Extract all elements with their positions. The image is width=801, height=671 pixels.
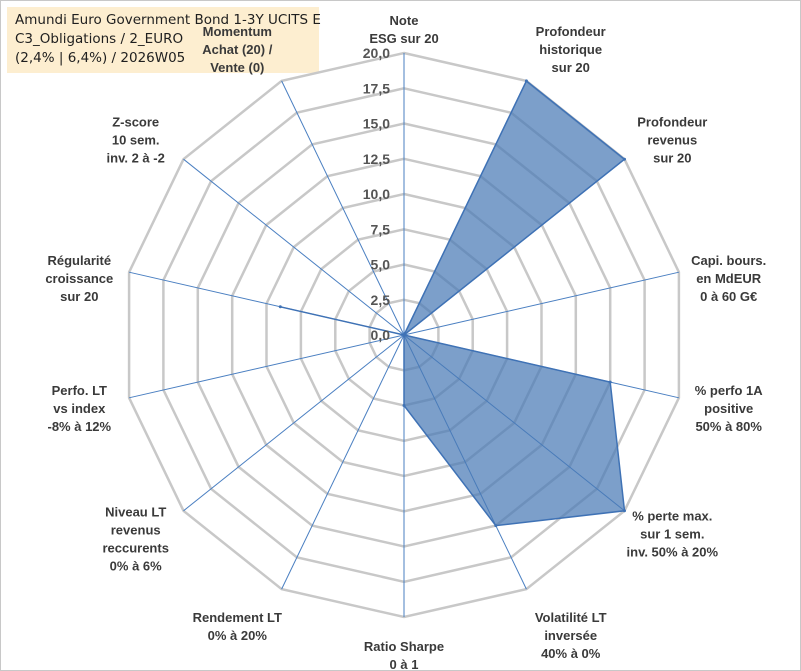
category-label: Profondeur — [536, 24, 606, 39]
category-label: 0% à 6% — [110, 559, 162, 574]
tick-label: 10,0 — [363, 186, 390, 202]
category-label: Rendement LT — [193, 610, 282, 625]
category-label: Capi. bours. — [691, 253, 766, 268]
category-label: croissance — [45, 271, 113, 286]
category-label: 10 sem. — [112, 132, 160, 147]
data-point — [278, 305, 282, 309]
category-label: 0% à 20% — [208, 628, 268, 643]
category-label: -8% à 12% — [48, 419, 112, 434]
tick-label: 12,5 — [363, 151, 390, 167]
category-label: en MdEUR — [696, 271, 762, 286]
category-label: Perfo. LT — [52, 383, 107, 398]
tick-label: 17,5 — [363, 80, 390, 96]
axis-spoke — [128, 334, 405, 399]
data-point — [402, 333, 406, 337]
category-label: Profondeur — [637, 114, 707, 129]
category-label: 40% à 0% — [541, 646, 601, 661]
tick-label: 0,0 — [371, 327, 391, 343]
category-label: % perte max. — [632, 508, 712, 523]
axis-spoke — [281, 80, 405, 336]
category-label: Vente (0) — [210, 60, 264, 75]
data-point — [524, 79, 528, 83]
tick-label: 15,0 — [363, 116, 390, 132]
category-label: Momentum — [203, 24, 272, 39]
category-label: % perfo 1A — [695, 383, 764, 398]
category-label: sur 20 — [60, 289, 98, 304]
category-label: sur 1 sem. — [640, 526, 704, 541]
category-label: Note — [390, 13, 419, 28]
category-label: 50% à 80% — [695, 419, 762, 434]
category-label: inv. 50% à 20% — [627, 544, 719, 559]
category-label: positive — [704, 401, 753, 416]
category-label: Z-score — [112, 114, 159, 129]
axis-spoke — [281, 334, 405, 590]
fund-stats: (2,4% | 6,4%) / 2026W05 — [15, 50, 186, 66]
tick-label: 5,0 — [371, 257, 391, 273]
category-label: sur 20 — [552, 60, 590, 75]
axis-spoke — [183, 158, 405, 336]
chart-title-box: Amundi Euro Government Bond 1-3Y UCITS E… — [7, 7, 321, 73]
category-label: revenus — [111, 523, 161, 538]
tick-label: 2,5 — [371, 292, 391, 308]
tick-label: 20,0 — [363, 45, 390, 61]
data-point — [623, 509, 626, 513]
category-label: ESG sur 20 — [369, 31, 438, 46]
category-label: Achat (20) / — [202, 42, 272, 57]
category-label: Régularité — [48, 253, 112, 268]
data-point — [494, 524, 498, 528]
category-label: Ratio Sharpe — [364, 639, 444, 654]
category-label: reccurents — [102, 541, 168, 556]
data-series-area — [280, 79, 626, 527]
axis-spoke — [403, 271, 680, 336]
tick-label: 7,5 — [371, 221, 391, 237]
category-label: sur 20 — [653, 150, 691, 165]
data-point — [623, 157, 626, 161]
category-label: vs index — [53, 401, 106, 416]
category-label: historique — [539, 42, 602, 57]
category-label: revenus — [647, 132, 697, 147]
category-label: 0 à 60 G€ — [700, 289, 757, 304]
fund-name: Amundi Euro Government Bond 1-3Y UCITS E — [15, 12, 321, 28]
data-point — [608, 380, 612, 384]
fund-category: C3_Obligations / 2_EURO — [15, 31, 184, 47]
data-point — [402, 404, 406, 407]
category-label: 0 à 1 — [390, 657, 419, 671]
category-label: Niveau LT — [105, 505, 166, 520]
category-label: Volatilité LT — [535, 610, 607, 625]
category-label: inversée — [544, 628, 597, 643]
category-label: inv. 2 à -2 — [107, 150, 165, 165]
axis-spoke — [183, 334, 405, 512]
